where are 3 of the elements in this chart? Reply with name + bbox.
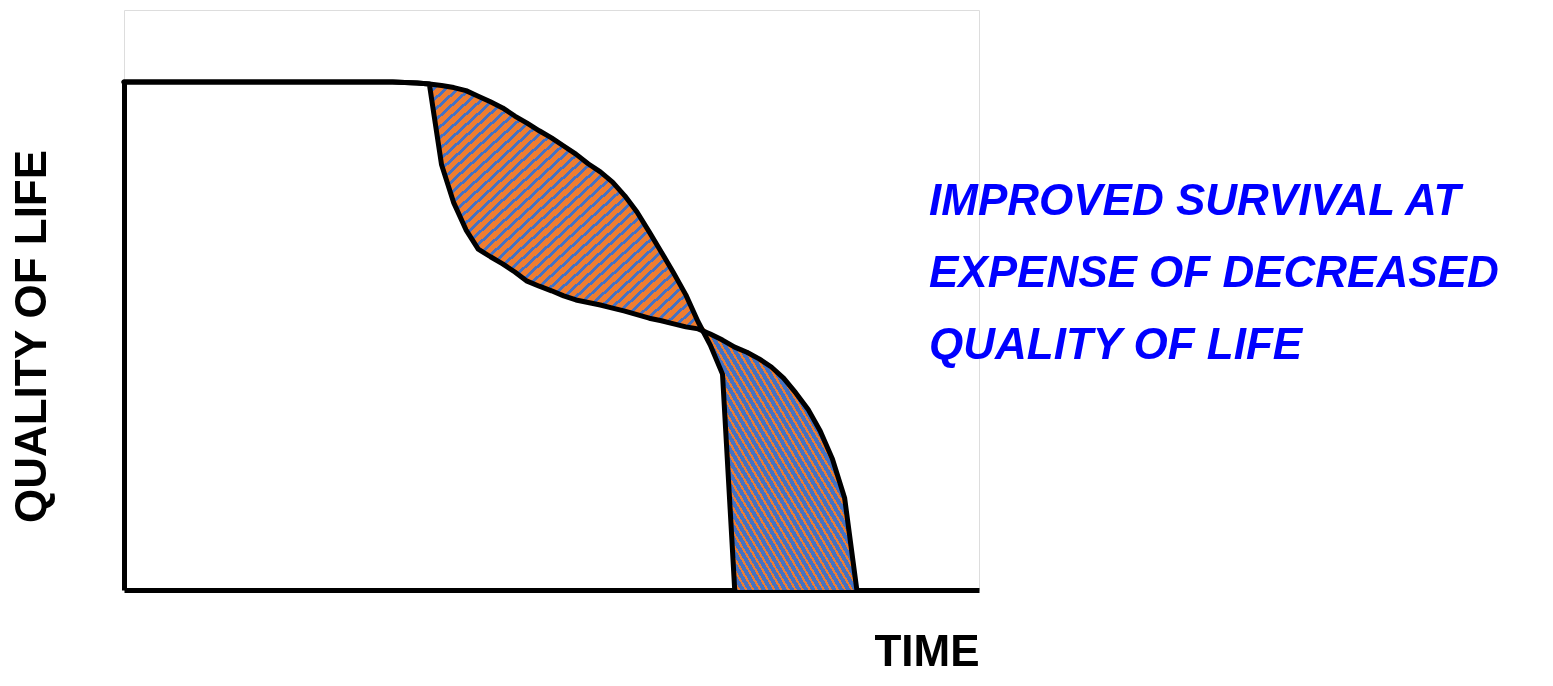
y-axis-title: QUALITY OF LIFE xyxy=(5,149,55,524)
annotation: IMPROVED SURVIVAL AT EXPENSE OF DECREASED QUALITY OF LIFE xyxy=(929,175,1499,368)
x-axis-title: TIME xyxy=(874,625,980,675)
